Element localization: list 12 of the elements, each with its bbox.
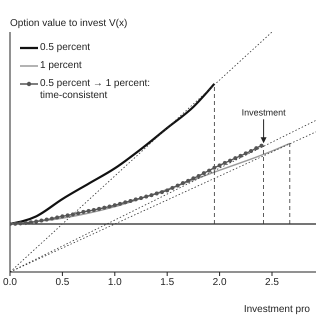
x-tick-label: 1.0 [108, 277, 122, 288]
legend-label: 0.5 percent → 1 percent: time-consistent [40, 78, 152, 102]
y-axis-title: Option value to invest V(x) [10, 18, 128, 29]
x-tick-label: 2.5 [265, 277, 280, 288]
legend-label: 1 percent [40, 60, 82, 72]
legend-label: 0.5 percent [40, 42, 90, 54]
x-tick-label: 2.0 [212, 277, 227, 288]
x-tick-label: 0.5 [55, 277, 70, 288]
x-axis-title: Investment pro [244, 304, 310, 315]
x-tick-label: 1.5 [160, 277, 175, 288]
annotation: Investment [242, 107, 286, 118]
x-tick-label: 0.0 [3, 277, 18, 288]
